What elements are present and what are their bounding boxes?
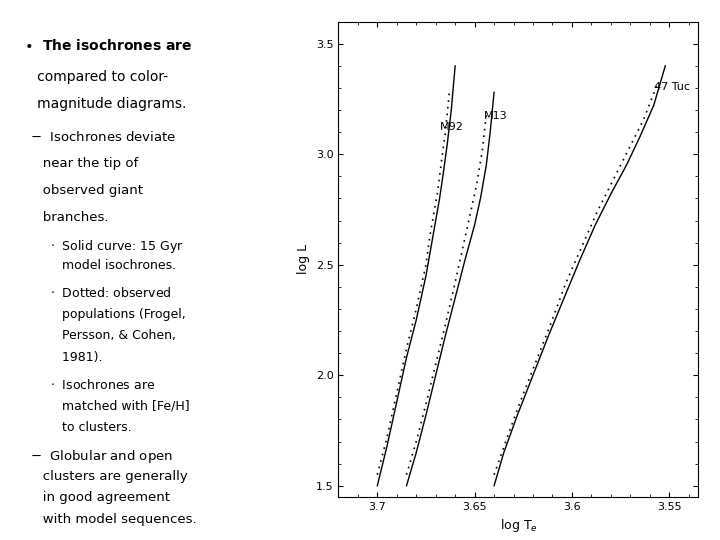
Text: $\bullet$  The isochrones are: $\bullet$ The isochrones are	[24, 38, 192, 53]
Text: $\cdot$  Dotted: observed: $\cdot$ Dotted: observed	[50, 286, 172, 300]
Text: populations (Frogel,: populations (Frogel,	[50, 308, 186, 321]
Text: 47 Tuc: 47 Tuc	[654, 82, 690, 92]
X-axis label: log T$_e$: log T$_e$	[500, 517, 537, 534]
Text: with model sequences.: with model sequences.	[30, 513, 197, 526]
Text: model isochrones.: model isochrones.	[50, 259, 176, 272]
Text: $\cdot$  Solid curve: 15 Gyr: $\cdot$ Solid curve: 15 Gyr	[50, 238, 184, 254]
Y-axis label: log L: log L	[297, 244, 310, 274]
Text: compared to color-: compared to color-	[24, 70, 168, 84]
Text: 1981).: 1981).	[50, 351, 103, 364]
Text: magnitude diagrams.: magnitude diagrams.	[24, 97, 186, 111]
Text: observed giant: observed giant	[30, 184, 143, 197]
Text: Persson, & Cohen,: Persson, & Cohen,	[50, 329, 176, 342]
Text: branches.: branches.	[30, 211, 109, 224]
Text: near the tip of: near the tip of	[30, 157, 139, 170]
Text: $-$  Isochrones deviate: $-$ Isochrones deviate	[30, 130, 176, 144]
Text: M92: M92	[440, 122, 464, 132]
Text: $\cdot$  Isochrones are: $\cdot$ Isochrones are	[50, 378, 156, 392]
Text: matched with [Fe/H]: matched with [Fe/H]	[50, 400, 190, 413]
Text: to clusters.: to clusters.	[50, 421, 132, 434]
Text: clusters are generally: clusters are generally	[30, 470, 188, 483]
Text: in good agreement: in good agreement	[30, 491, 171, 504]
Text: M13: M13	[485, 111, 508, 121]
Text: $-$  Globular and open: $-$ Globular and open	[30, 448, 174, 465]
